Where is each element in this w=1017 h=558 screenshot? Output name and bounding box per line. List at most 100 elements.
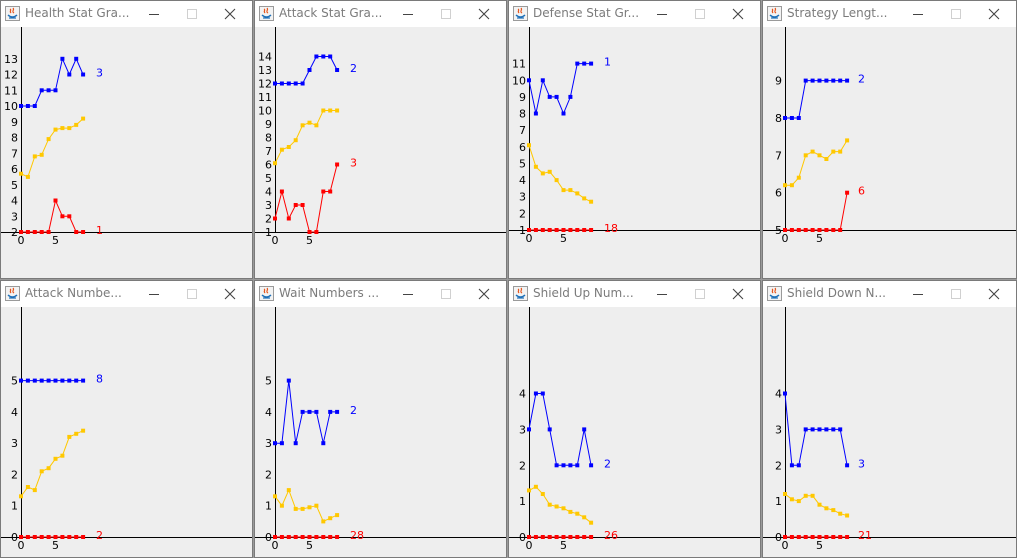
window-shield-down-numbers[interactable]: Shield Down N... 0 1 2 3 4 0 5 3 21 [762,280,1017,558]
title-bar[interactable]: Shield Up Num... [509,281,760,307]
data-point [796,175,801,180]
data-point [321,535,326,539]
close-button[interactable] [980,281,1008,307]
series-end-label: 1 [96,224,103,237]
minimize-button[interactable] [394,1,422,27]
data-point [589,61,594,66]
y-tick-label: 9 [265,118,272,131]
java-app-icon [259,6,274,21]
maximize-button[interactable] [178,1,206,27]
minimize-button[interactable] [648,1,676,27]
y-tick-label: 9 [519,91,526,104]
data-point [547,535,552,539]
data-point [589,228,594,232]
data-point [838,149,843,154]
minimize-button[interactable] [394,281,422,307]
close-icon [478,8,490,20]
close-button[interactable] [216,1,244,27]
data-point [796,499,801,504]
data-point [74,431,79,436]
data-point [39,88,44,93]
y-tick-label: 10 [258,105,272,118]
maximize-button[interactable] [432,281,460,307]
data-point [81,535,86,539]
data-point [547,228,552,232]
series-line [528,393,592,466]
y-tick-label: 8 [265,132,272,145]
maximize-button[interactable] [178,281,206,307]
maximize-button[interactable] [686,1,714,27]
y-tick-label: 5 [775,224,782,237]
data-point [328,535,333,539]
data-point [25,485,30,489]
window-attack-numbers[interactable]: Attack Numbe... 0 1 2 3 4 5 0 5 8 2 [0,280,253,558]
data-point [803,493,808,498]
title-bar[interactable]: Attack Stat Gra... [255,1,506,27]
close-button[interactable] [470,1,498,27]
window-shield-up-numbers[interactable]: Shield Up Num... 0 1 2 3 4 0 5 2 26 [508,280,761,558]
close-button[interactable] [724,1,752,27]
data-point [53,198,58,203]
window-health-stat[interactable]: Health Stat Gra... 2 3 4 5 6 7 8 9 10 11 12 13 0 5 3 1 [0,0,253,279]
y-tick-label: 11 [4,84,18,97]
close-icon [224,288,236,300]
close-button[interactable] [980,1,1008,27]
minimize-button[interactable] [648,281,676,307]
data-point [533,484,538,489]
minimize-button[interactable] [904,1,932,27]
title-bar[interactable]: Wait Numbers ... [255,281,506,307]
data-point [582,61,587,66]
data-point [293,441,298,446]
maximize-button[interactable] [432,1,460,27]
minimize-icon [913,14,923,15]
data-point [286,488,291,493]
title-bar[interactable]: Defense Stat Gr... [509,1,760,27]
data-point [568,535,573,539]
data-point [74,230,79,234]
window-defense-stat[interactable]: Defense Stat Gr... 1 2 3 4 5 6 7 8 9 10 11 0 5 1 18 [508,0,761,279]
minimize-button[interactable] [140,1,168,27]
data-point [307,505,312,510]
data-point [19,104,23,108]
data-point [60,214,65,219]
title-bar[interactable]: Attack Numbe... [1,281,252,307]
window-title: Attack Stat Gra... [279,6,383,20]
y-tick-label: 3 [519,423,526,436]
close-button[interactable] [216,281,244,307]
minimize-button[interactable] [904,281,932,307]
maximize-button[interactable] [942,281,970,307]
series-line [20,430,84,497]
minimize-icon [149,294,159,295]
data-point [335,68,340,72]
data-point [335,108,340,113]
data-point [582,535,587,539]
y-tick-label: 3 [519,191,526,204]
data-point [589,535,594,539]
title-bar[interactable]: Health Stat Gra... [1,1,252,27]
window-wait-numbers[interactable]: Wait Numbers ... 0 1 2 3 4 5 0 5 2 28 [254,280,507,558]
y-tick-label: 1 [11,500,18,513]
window-attack-stat[interactable]: Attack Stat Gra... 1 2 3 4 5 6 7 8 9 10 11 12 13 14 0 5… [254,0,507,279]
close-button[interactable] [470,281,498,307]
window-title: Strategy Lengt... [787,6,888,20]
y-tick-label: 4 [265,406,272,419]
data-point [783,535,787,539]
close-button[interactable] [724,281,752,307]
data-point [789,116,794,120]
data-point [824,157,829,161]
maximize-button[interactable] [686,281,714,307]
data-point [561,463,566,468]
title-bar[interactable]: Shield Down N... [763,281,1016,307]
title-bar[interactable]: Strategy Lengt... [763,1,1016,27]
data-point [32,104,37,108]
data-point [46,88,51,93]
data-point [286,216,291,221]
maximize-button[interactable] [942,1,970,27]
data-point [817,153,822,158]
data-point [527,143,531,148]
data-point [810,535,815,539]
y-tick-label: 3 [265,199,272,212]
data-point [279,189,284,194]
minimize-button[interactable] [140,281,168,307]
